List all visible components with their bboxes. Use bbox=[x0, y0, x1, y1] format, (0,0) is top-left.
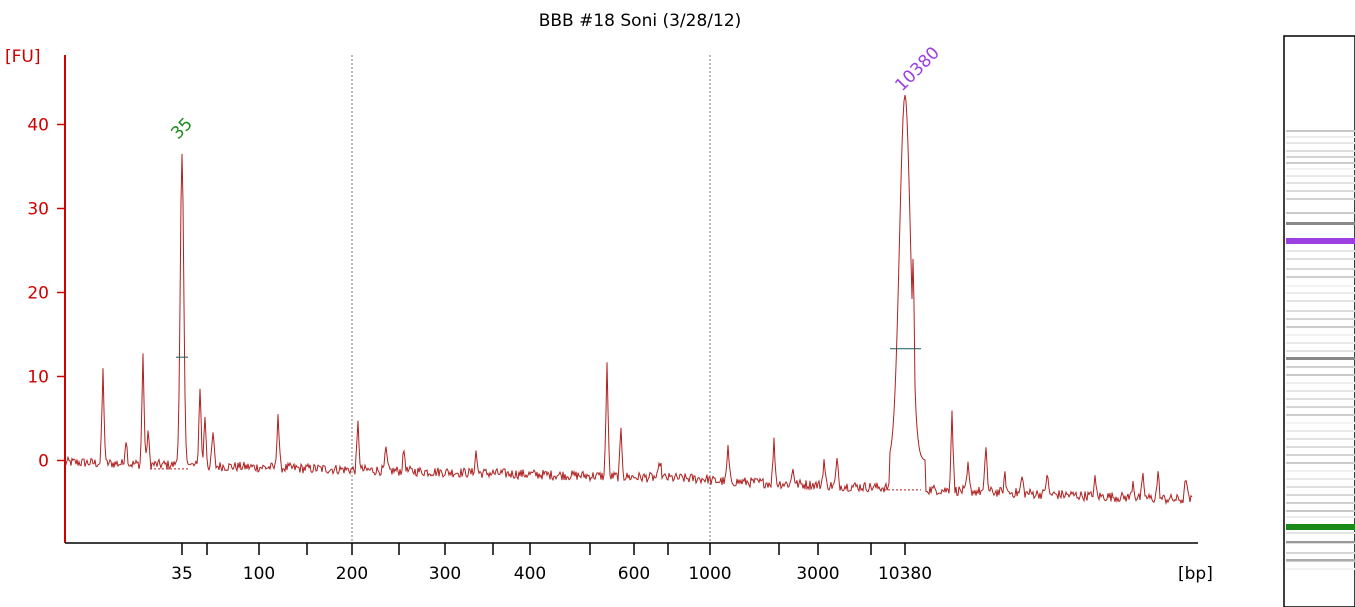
x-tick-label: 100 bbox=[243, 564, 275, 584]
gel-band bbox=[1286, 150, 1355, 152]
gel-band bbox=[1286, 212, 1355, 214]
gel-band bbox=[1286, 168, 1355, 170]
y-axis-label: [FU] bbox=[5, 47, 41, 67]
gel-band bbox=[1286, 486, 1355, 488]
gel-band bbox=[1286, 142, 1355, 144]
gel-band bbox=[1286, 366, 1355, 368]
gel-band bbox=[1286, 454, 1355, 456]
gel-band bbox=[1286, 374, 1355, 376]
gel-band bbox=[1286, 438, 1355, 440]
gel-band bbox=[1286, 478, 1355, 480]
gel-band bbox=[1286, 222, 1355, 225]
gel-band bbox=[1286, 182, 1355, 184]
y-tick-label: 30 bbox=[27, 200, 49, 220]
gel-band bbox=[1286, 568, 1355, 570]
gel-band bbox=[1286, 398, 1355, 400]
gel-band bbox=[1286, 250, 1355, 252]
gel-band bbox=[1286, 268, 1355, 270]
chart-title: BBB #18 Soni (3/28/12) bbox=[539, 11, 742, 31]
y-tick-label: 40 bbox=[27, 116, 49, 136]
x-tick-label: 400 bbox=[514, 564, 546, 584]
gel-band bbox=[1286, 350, 1355, 352]
peak-label-35: 35 bbox=[167, 114, 196, 143]
x-tick-label: 600 bbox=[618, 564, 650, 584]
gel-band bbox=[1286, 422, 1355, 424]
gel-band bbox=[1286, 198, 1355, 200]
gel-band bbox=[1286, 430, 1355, 432]
gel-band bbox=[1286, 446, 1355, 448]
gel-band bbox=[1286, 510, 1355, 512]
gel-band bbox=[1286, 190, 1355, 192]
peak-label-10380: 10380 bbox=[891, 43, 943, 95]
gel-band bbox=[1286, 382, 1355, 384]
electropherogram-trace bbox=[64, 95, 1193, 506]
gel-band bbox=[1286, 285, 1355, 287]
gel-band-35 bbox=[1286, 524, 1355, 530]
gel-band-10380 bbox=[1286, 238, 1355, 244]
gel-band bbox=[1286, 559, 1355, 561]
gel-band bbox=[1286, 414, 1355, 416]
gel-band bbox=[1286, 276, 1355, 278]
gel-band bbox=[1286, 552, 1355, 554]
y-tick-label: 10 bbox=[27, 368, 49, 388]
x-tick-label: 35 bbox=[171, 564, 193, 584]
gel-band bbox=[1286, 326, 1355, 328]
gel-band bbox=[1286, 258, 1355, 260]
x-tick-label: 3000 bbox=[796, 564, 839, 584]
gel-band bbox=[1286, 532, 1355, 534]
gel-band bbox=[1286, 162, 1355, 164]
gel-band bbox=[1286, 516, 1355, 518]
gel-band bbox=[1286, 334, 1355, 336]
gel-band bbox=[1286, 292, 1355, 294]
x-tick-label: 300 bbox=[429, 564, 461, 584]
gel-band bbox=[1286, 300, 1355, 302]
gel-band bbox=[1286, 310, 1355, 312]
gel-band bbox=[1286, 175, 1355, 177]
gel-band bbox=[1286, 390, 1355, 392]
gel-band bbox=[1286, 494, 1355, 496]
y-tick-label: 0 bbox=[38, 452, 49, 472]
gel-band bbox=[1286, 318, 1355, 320]
x-tick-label: 200 bbox=[336, 564, 368, 584]
gel-band bbox=[1286, 156, 1355, 158]
x-tick-label: 10380 bbox=[878, 564, 932, 584]
gel-band bbox=[1286, 136, 1355, 138]
gel-band bbox=[1286, 462, 1355, 464]
gel-band bbox=[1286, 406, 1355, 408]
gel-band bbox=[1286, 130, 1355, 132]
x-tick-label: 1000 bbox=[688, 564, 731, 584]
gel-band bbox=[1286, 357, 1355, 360]
gel-band bbox=[1286, 470, 1355, 472]
gel-band bbox=[1286, 502, 1355, 504]
gel-lane-frame bbox=[1283, 35, 1355, 607]
x-axis-label: [bp] bbox=[1178, 564, 1213, 584]
gel-band bbox=[1286, 342, 1355, 344]
y-tick-label: 20 bbox=[27, 284, 49, 304]
gel-band bbox=[1286, 541, 1355, 543]
